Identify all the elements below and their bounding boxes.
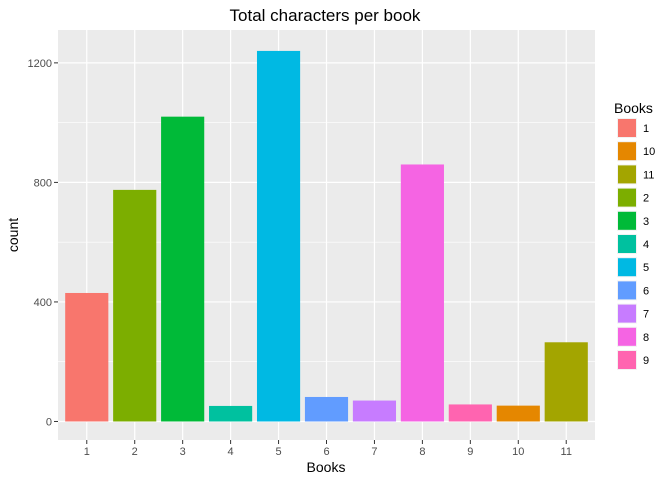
x-axis-title: Books — [307, 459, 346, 475]
x-tick-label: 6 — [323, 446, 329, 458]
legend-label: 3 — [643, 216, 649, 228]
legend: Books 1 10 11 2 3 4 5 6 7 8 9 — [614, 100, 655, 370]
bar-book-4 — [209, 405, 253, 422]
legend-swatch — [618, 188, 636, 207]
legend-swatch — [618, 165, 636, 184]
x-tick-label: 4 — [228, 446, 234, 458]
bar-book-11 — [544, 342, 588, 422]
bars — [65, 50, 588, 422]
y-axis-title: count — [5, 218, 21, 252]
bar-book-6 — [304, 396, 349, 422]
x-tick-label: 9 — [467, 446, 473, 458]
y-tick-label: 0 — [46, 416, 52, 428]
legend-swatch — [618, 142, 636, 161]
x-axis-ticks: 1 2 3 4 5 6 7 8 9 10 11 — [84, 440, 572, 458]
x-tick-label: 5 — [275, 446, 281, 458]
bar-book-8 — [400, 164, 444, 422]
bar-book-2 — [113, 189, 157, 422]
legend-swatch — [618, 351, 636, 369]
bar-book-9 — [448, 404, 492, 422]
bar-book-1 — [65, 292, 109, 422]
legend-swatch — [618, 119, 636, 137]
x-tick-label: 8 — [419, 446, 425, 458]
legend-label: 8 — [643, 332, 649, 344]
bar-book-10 — [496, 405, 540, 422]
legend-title: Books — [614, 100, 653, 116]
bar-book-3 — [161, 116, 205, 422]
legend-label: 10 — [643, 146, 655, 158]
legend-label: 7 — [643, 309, 649, 321]
chart-title: Total characters per book — [230, 6, 421, 25]
y-tick-label: 1200 — [28, 58, 52, 70]
legend-label: 6 — [643, 285, 649, 297]
y-tick-label: 800 — [34, 177, 52, 189]
bar-book-7 — [352, 400, 397, 422]
x-tick-label: 10 — [512, 446, 524, 458]
legend-swatch — [618, 327, 636, 346]
legend-label: 9 — [643, 355, 649, 367]
bar-book-5 — [256, 50, 301, 422]
x-tick-label: 11 — [561, 446, 572, 458]
x-tick-label: 7 — [371, 446, 377, 458]
legend-label: 4 — [643, 239, 649, 251]
legend-label: 5 — [643, 262, 649, 274]
y-tick-label: 400 — [34, 297, 52, 309]
legend-label: 11 — [643, 169, 654, 181]
legend-label: 1 — [643, 123, 649, 135]
x-tick-label: 2 — [132, 446, 138, 458]
y-axis-ticks: 0 400 800 1200 — [28, 58, 58, 428]
legend-swatch — [618, 304, 636, 323]
legend-swatch — [618, 258, 636, 277]
legend-label: 2 — [643, 193, 649, 205]
x-tick-label: 1 — [84, 446, 90, 458]
x-tick-label: 3 — [180, 446, 186, 458]
legend-swatch — [618, 281, 636, 300]
legend-swatch — [618, 211, 636, 230]
legend-swatch — [618, 235, 636, 253]
